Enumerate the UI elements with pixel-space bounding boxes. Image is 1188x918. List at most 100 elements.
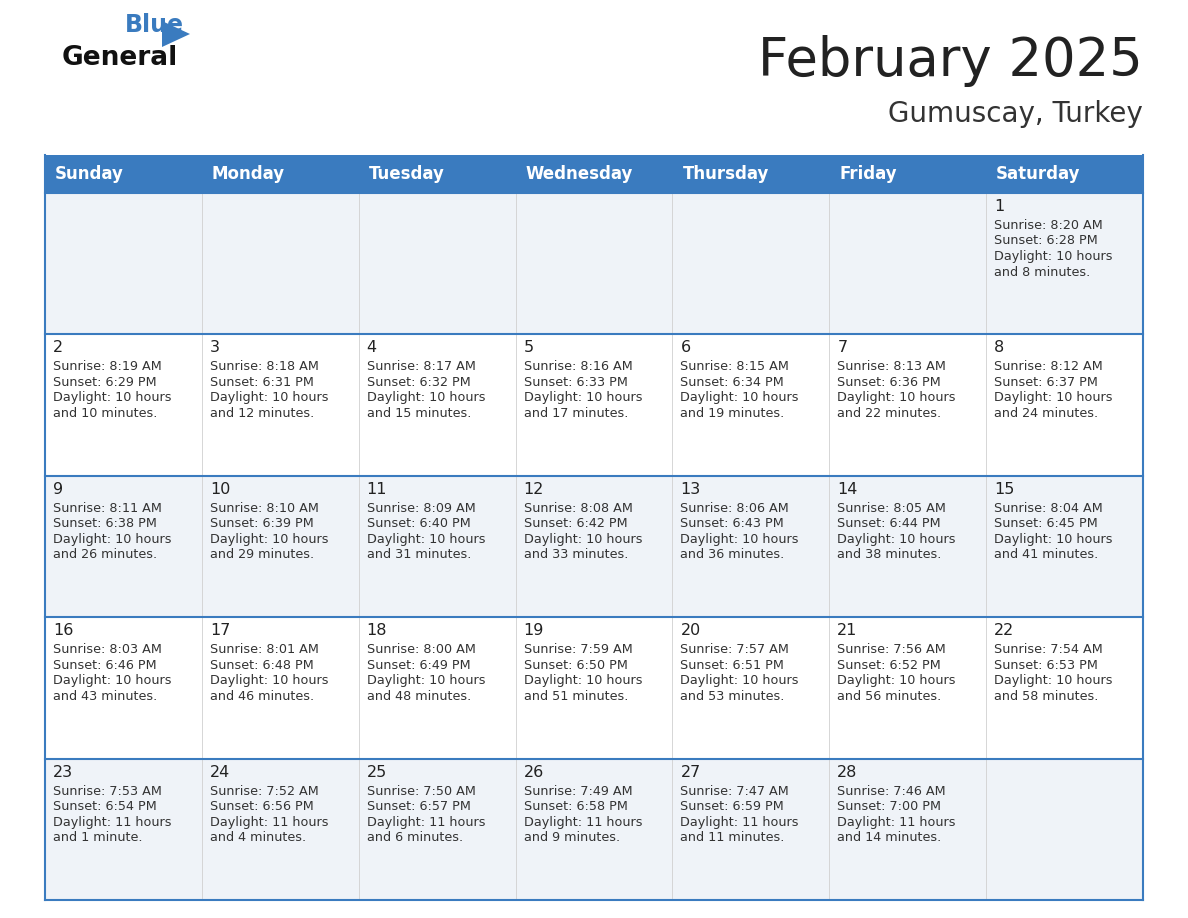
Text: and 6 minutes.: and 6 minutes. xyxy=(367,831,463,844)
Text: Daylight: 10 hours: Daylight: 10 hours xyxy=(524,391,642,405)
Text: Sunset: 6:32 PM: Sunset: 6:32 PM xyxy=(367,375,470,389)
Text: Sunset: 6:46 PM: Sunset: 6:46 PM xyxy=(53,659,157,672)
Text: Sunset: 6:40 PM: Sunset: 6:40 PM xyxy=(367,518,470,531)
FancyBboxPatch shape xyxy=(45,758,1143,900)
Text: Sunrise: 8:15 AM: Sunrise: 8:15 AM xyxy=(681,361,789,374)
Text: Gumuscay, Turkey: Gumuscay, Turkey xyxy=(889,100,1143,128)
Text: Sunrise: 7:50 AM: Sunrise: 7:50 AM xyxy=(367,785,475,798)
Text: Daylight: 10 hours: Daylight: 10 hours xyxy=(367,674,485,688)
Text: 3: 3 xyxy=(210,341,220,355)
Text: and 4 minutes.: and 4 minutes. xyxy=(210,831,307,844)
Text: 12: 12 xyxy=(524,482,544,497)
Text: 10: 10 xyxy=(210,482,230,497)
Text: Sunset: 6:56 PM: Sunset: 6:56 PM xyxy=(210,800,314,813)
Text: Sunrise: 7:49 AM: Sunrise: 7:49 AM xyxy=(524,785,632,798)
Text: and 33 minutes.: and 33 minutes. xyxy=(524,548,628,561)
Text: and 11 minutes.: and 11 minutes. xyxy=(681,831,785,844)
Text: Daylight: 10 hours: Daylight: 10 hours xyxy=(53,532,171,546)
Text: Sunset: 6:54 PM: Sunset: 6:54 PM xyxy=(53,800,157,813)
Text: Daylight: 11 hours: Daylight: 11 hours xyxy=(524,815,642,829)
Text: Sunset: 6:49 PM: Sunset: 6:49 PM xyxy=(367,659,470,672)
Text: and 43 minutes.: and 43 minutes. xyxy=(53,689,157,702)
Text: Sunrise: 7:46 AM: Sunrise: 7:46 AM xyxy=(838,785,946,798)
Text: 20: 20 xyxy=(681,623,701,638)
Text: 13: 13 xyxy=(681,482,701,497)
Text: Sunset: 6:44 PM: Sunset: 6:44 PM xyxy=(838,518,941,531)
Text: and 58 minutes.: and 58 minutes. xyxy=(994,689,1099,702)
Text: and 14 minutes.: and 14 minutes. xyxy=(838,831,942,844)
Text: Sunrise: 8:12 AM: Sunrise: 8:12 AM xyxy=(994,361,1102,374)
Text: Sunset: 6:29 PM: Sunset: 6:29 PM xyxy=(53,375,157,389)
Text: Sunrise: 8:03 AM: Sunrise: 8:03 AM xyxy=(53,644,162,656)
Text: Sunrise: 8:11 AM: Sunrise: 8:11 AM xyxy=(53,502,162,515)
Text: and 51 minutes.: and 51 minutes. xyxy=(524,689,628,702)
Text: Tuesday: Tuesday xyxy=(368,165,444,183)
Text: 28: 28 xyxy=(838,765,858,779)
Text: and 19 minutes.: and 19 minutes. xyxy=(681,407,785,420)
Text: Sunrise: 8:00 AM: Sunrise: 8:00 AM xyxy=(367,644,475,656)
Text: 27: 27 xyxy=(681,765,701,779)
Text: 1: 1 xyxy=(994,199,1004,214)
Text: Sunset: 6:34 PM: Sunset: 6:34 PM xyxy=(681,375,784,389)
Text: Saturday: Saturday xyxy=(997,165,1081,183)
Text: and 15 minutes.: and 15 minutes. xyxy=(367,407,472,420)
Text: 21: 21 xyxy=(838,623,858,638)
Text: and 22 minutes.: and 22 minutes. xyxy=(838,407,941,420)
Text: and 38 minutes.: and 38 minutes. xyxy=(838,548,942,561)
Text: Sunrise: 7:57 AM: Sunrise: 7:57 AM xyxy=(681,644,789,656)
Text: 9: 9 xyxy=(53,482,63,497)
Text: and 12 minutes.: and 12 minutes. xyxy=(210,407,314,420)
Text: and 29 minutes.: and 29 minutes. xyxy=(210,548,314,561)
Text: 26: 26 xyxy=(524,765,544,779)
Text: Sunrise: 8:04 AM: Sunrise: 8:04 AM xyxy=(994,502,1102,515)
Text: and 31 minutes.: and 31 minutes. xyxy=(367,548,472,561)
Text: Daylight: 10 hours: Daylight: 10 hours xyxy=(681,391,798,405)
Text: Sunrise: 8:19 AM: Sunrise: 8:19 AM xyxy=(53,361,162,374)
Text: Daylight: 10 hours: Daylight: 10 hours xyxy=(681,532,798,546)
Text: and 17 minutes.: and 17 minutes. xyxy=(524,407,628,420)
FancyBboxPatch shape xyxy=(45,617,1143,758)
Text: Blue: Blue xyxy=(125,13,184,37)
Text: Daylight: 10 hours: Daylight: 10 hours xyxy=(838,391,956,405)
Text: 2: 2 xyxy=(53,341,63,355)
Text: Sunrise: 8:01 AM: Sunrise: 8:01 AM xyxy=(210,644,318,656)
Text: Sunrise: 8:18 AM: Sunrise: 8:18 AM xyxy=(210,361,318,374)
Text: 16: 16 xyxy=(53,623,74,638)
Text: Sunset: 6:36 PM: Sunset: 6:36 PM xyxy=(838,375,941,389)
Text: Sunrise: 8:13 AM: Sunrise: 8:13 AM xyxy=(838,361,946,374)
Text: Sunset: 6:38 PM: Sunset: 6:38 PM xyxy=(53,518,157,531)
Text: and 1 minute.: and 1 minute. xyxy=(53,831,143,844)
Text: Sunrise: 7:53 AM: Sunrise: 7:53 AM xyxy=(53,785,162,798)
Text: Daylight: 10 hours: Daylight: 10 hours xyxy=(994,674,1113,688)
Text: Daylight: 11 hours: Daylight: 11 hours xyxy=(681,815,798,829)
Text: Sunrise: 8:09 AM: Sunrise: 8:09 AM xyxy=(367,502,475,515)
Text: Daylight: 10 hours: Daylight: 10 hours xyxy=(367,532,485,546)
Text: Daylight: 10 hours: Daylight: 10 hours xyxy=(367,391,485,405)
Text: 23: 23 xyxy=(53,765,74,779)
Text: Daylight: 10 hours: Daylight: 10 hours xyxy=(994,250,1113,263)
Text: Sunset: 6:53 PM: Sunset: 6:53 PM xyxy=(994,659,1098,672)
Text: Sunset: 6:43 PM: Sunset: 6:43 PM xyxy=(681,518,784,531)
Text: Daylight: 10 hours: Daylight: 10 hours xyxy=(53,391,171,405)
Text: Wednesday: Wednesday xyxy=(525,165,633,183)
Text: and 56 minutes.: and 56 minutes. xyxy=(838,689,942,702)
Text: Daylight: 11 hours: Daylight: 11 hours xyxy=(53,815,171,829)
Text: Daylight: 10 hours: Daylight: 10 hours xyxy=(838,674,956,688)
Text: 18: 18 xyxy=(367,623,387,638)
Text: 25: 25 xyxy=(367,765,387,779)
Text: 17: 17 xyxy=(210,623,230,638)
Text: 7: 7 xyxy=(838,341,847,355)
Text: Sunset: 6:28 PM: Sunset: 6:28 PM xyxy=(994,234,1098,248)
Text: 5: 5 xyxy=(524,341,533,355)
Text: 24: 24 xyxy=(210,765,230,779)
Text: and 10 minutes.: and 10 minutes. xyxy=(53,407,157,420)
Text: Sunset: 6:45 PM: Sunset: 6:45 PM xyxy=(994,518,1098,531)
Text: Sunrise: 7:59 AM: Sunrise: 7:59 AM xyxy=(524,644,632,656)
FancyBboxPatch shape xyxy=(45,155,1143,193)
Text: Daylight: 10 hours: Daylight: 10 hours xyxy=(994,532,1113,546)
Text: Sunrise: 8:06 AM: Sunrise: 8:06 AM xyxy=(681,502,789,515)
Text: 22: 22 xyxy=(994,623,1015,638)
Text: 11: 11 xyxy=(367,482,387,497)
Text: and 53 minutes.: and 53 minutes. xyxy=(681,689,785,702)
Text: Daylight: 11 hours: Daylight: 11 hours xyxy=(838,815,956,829)
